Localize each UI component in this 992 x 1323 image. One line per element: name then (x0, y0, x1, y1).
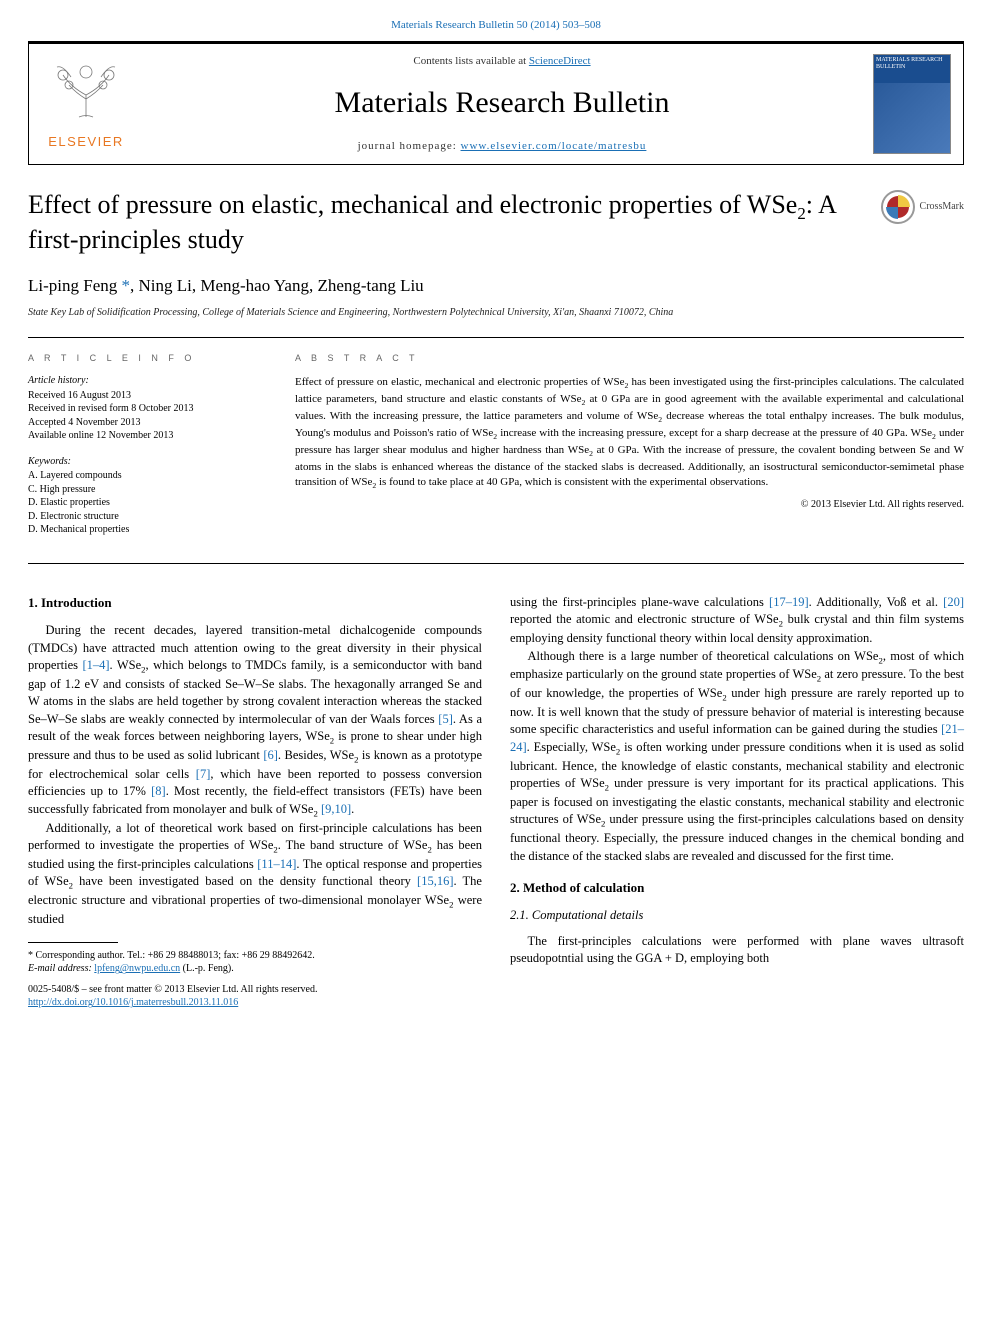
citation-link[interactable]: [6] (263, 748, 278, 762)
citation-link[interactable]: [5] (438, 712, 453, 726)
method-paragraph-1: The first-principles calculations were p… (510, 933, 964, 968)
journal-homepage-link[interactable]: www.elsevier.com/locate/matresbu (461, 140, 647, 152)
crossmark-badge[interactable]: CrossMark (880, 189, 964, 225)
info-abstract-row: A R T I C L E I N F O Article history: R… (28, 337, 964, 564)
journal-cover-thumbnail: MATERIALS RESEARCH BULLETIN (873, 54, 951, 154)
history-line: Received in revised form 8 October 2013 (28, 402, 263, 416)
intro-paragraph-2: Additionally, a lot of theoretical work … (28, 820, 482, 929)
history-line: Accepted 4 November 2013 (28, 416, 263, 430)
citation-link[interactable]: [17–19] (769, 595, 809, 609)
email-author-name: (L.-p. Feng). (180, 963, 234, 974)
citation-link[interactable]: [7] (196, 767, 211, 781)
history-line: Received 16 August 2013 (28, 389, 263, 403)
abstract-copyright: © 2013 Elsevier Ltd. All rights reserved… (295, 498, 964, 512)
email-line: E-mail address: lpfeng@nwpu.edu.cn (L.-p… (28, 962, 482, 975)
journal-citation: Materials Research Bulletin 50 (2014) 50… (0, 0, 992, 41)
journal-header: ELSEVIER Contents lists available at Sci… (28, 41, 964, 165)
article-info-column: A R T I C L E I N F O Article history: R… (28, 352, 263, 549)
corresponding-line: * Corresponding author. Tel.: +86 29 884… (28, 949, 482, 962)
keyword: D. Electronic structure (28, 510, 263, 524)
page-footer: 0025-5408/$ – see front matter © 2013 El… (0, 975, 992, 1033)
history-line: Available online 12 November 2013 (28, 429, 263, 443)
keywords-title: Keywords: (28, 455, 263, 469)
abstract-heading: A B S T R A C T (295, 352, 964, 365)
homepage-label: journal homepage: (358, 140, 461, 152)
contents-available-line: Contents lists available at ScienceDirec… (143, 54, 861, 69)
doi-link[interactable]: http://dx.doi.org/10.1016/j.materresbull… (28, 997, 238, 1008)
author-email-link[interactable]: lpfeng@nwpu.edu.cn (94, 963, 180, 974)
abstract-text: Effect of pressure on elastic, mechanica… (295, 375, 964, 492)
subsection-heading-computational: 2.1. Computational details (510, 907, 964, 925)
citation-link[interactable]: [11–14] (257, 857, 296, 871)
crossmark-icon (880, 189, 916, 225)
article-info-heading: A R T I C L E I N F O (28, 352, 263, 364)
keyword: A. Layered compounds (28, 469, 263, 483)
article-title: Effect of pressure on elastic, mechanica… (28, 189, 868, 257)
article-history-block: Article history: Received 16 August 2013… (28, 374, 263, 443)
publisher-logo-block: ELSEVIER (41, 57, 131, 151)
author-list: Li-ping Feng *, Ning Li, Meng-hao Yang, … (28, 275, 964, 298)
body-columns: 1. Introduction During the recent decade… (0, 594, 992, 975)
elsevier-tree-icon (51, 57, 121, 127)
citation-link[interactable]: [8] (151, 784, 166, 798)
crossmark-label: CrossMark (920, 200, 964, 214)
right-column: using the first-principles plane-wave ca… (510, 594, 964, 975)
cover-image-area (874, 83, 950, 153)
keyword: C. High pressure (28, 483, 263, 497)
corresponding-author-marker[interactable]: * (122, 276, 131, 295)
email-label: E-mail address: (28, 963, 94, 974)
sciencedirect-link[interactable]: ScienceDirect (529, 55, 591, 67)
contents-text: Contents lists available at (413, 55, 528, 67)
section-heading-intro: 1. Introduction (28, 594, 482, 612)
intro-paragraph-4: Although there is a large number of theo… (510, 648, 964, 866)
header-center: Contents lists available at ScienceDirec… (143, 54, 861, 154)
intro-paragraph-1: During the recent decades, layered trans… (28, 622, 482, 820)
left-column: 1. Introduction During the recent decade… (28, 594, 482, 975)
abstract-column: A B S T R A C T Effect of pressure on el… (295, 352, 964, 549)
citation-link[interactable]: [21–24] (510, 722, 964, 754)
keywords-block: Keywords: A. Layered compounds C. High p… (28, 455, 263, 537)
issn-line: 0025-5408/$ – see front matter © 2013 El… (28, 983, 964, 996)
keyword: D. Elastic properties (28, 496, 263, 510)
journal-name: Materials Research Bulletin (143, 83, 861, 124)
cover-title-strip: MATERIALS RESEARCH BULLETIN (874, 55, 950, 83)
keyword: D. Mechanical properties (28, 523, 263, 537)
citation-link[interactable]: [20] (943, 595, 964, 609)
section-heading-method: 2. Method of calculation (510, 879, 964, 897)
affiliation: State Key Lab of Solidification Processi… (28, 306, 964, 320)
intro-paragraph-3: using the first-principles plane-wave ca… (510, 594, 964, 648)
citation-link[interactable]: [1–4] (82, 658, 109, 672)
footnote-separator (28, 942, 118, 943)
corresponding-author-footnote: * Corresponding author. Tel.: +86 29 884… (28, 949, 482, 975)
history-title: Article history: (28, 374, 263, 388)
publisher-name: ELSEVIER (48, 133, 124, 151)
citation-link[interactable]: [9,10] (321, 802, 351, 816)
journal-homepage-line: journal homepage: www.elsevier.com/locat… (143, 139, 861, 154)
citation-link[interactable]: [15,16] (417, 874, 453, 888)
